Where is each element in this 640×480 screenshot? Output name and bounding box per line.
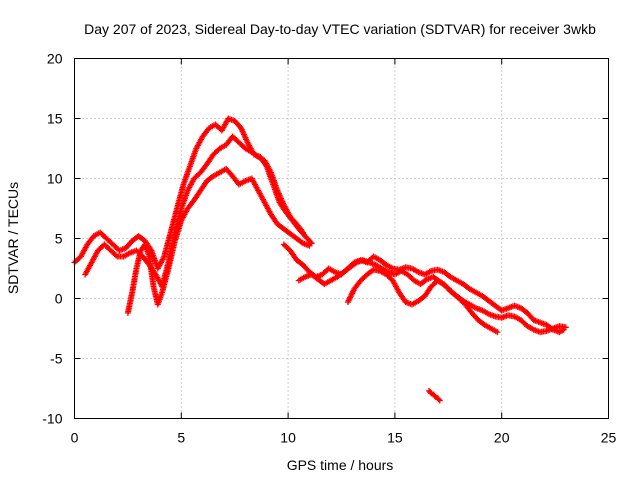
chart-title: Day 207 of 2023, Sidereal Day-to-day VTE… — [84, 21, 596, 37]
data-point-fill — [307, 239, 314, 246]
data-point-fill — [427, 389, 434, 396]
data-point — [494, 329, 501, 336]
y-tick-label: -5 — [50, 351, 63, 367]
x-tick-label: 10 — [280, 430, 296, 446]
axis-ticks: 0 5 10 15 20 25 -10 -5 0 5 10 15 20 — [42, 51, 616, 446]
y-axis-label: SDTVAR / TECUs — [5, 182, 21, 294]
data-point-fill — [435, 396, 442, 403]
series-track-f — [344, 266, 569, 336]
y-tick-label: 10 — [47, 171, 63, 187]
x-axis-label: GPS time / hours — [287, 457, 394, 473]
series-track-g — [426, 387, 443, 404]
y-tick-label: 0 — [55, 291, 63, 307]
series-track-c — [124, 165, 313, 316]
y-tick-label: -10 — [42, 411, 62, 427]
x-tick-label: 0 — [71, 430, 79, 446]
x-tick-label: 5 — [177, 430, 185, 446]
data-marks — [71, 115, 569, 404]
y-tick-label: 5 — [55, 231, 63, 247]
data-point-fill — [431, 392, 438, 399]
x-tick-label: 20 — [494, 430, 510, 446]
x-tick-label: 15 — [387, 430, 403, 446]
data-point — [436, 397, 443, 404]
grid-lines — [74, 58, 609, 419]
y-tick-label: 15 — [47, 111, 63, 127]
data-point-fill — [112, 252, 119, 259]
data-point — [562, 324, 569, 331]
y-tick-label: 20 — [47, 51, 63, 67]
data-point — [306, 242, 313, 249]
x-tick-label: 25 — [601, 430, 617, 446]
series-track-a — [71, 115, 315, 272]
data-point — [300, 229, 307, 236]
